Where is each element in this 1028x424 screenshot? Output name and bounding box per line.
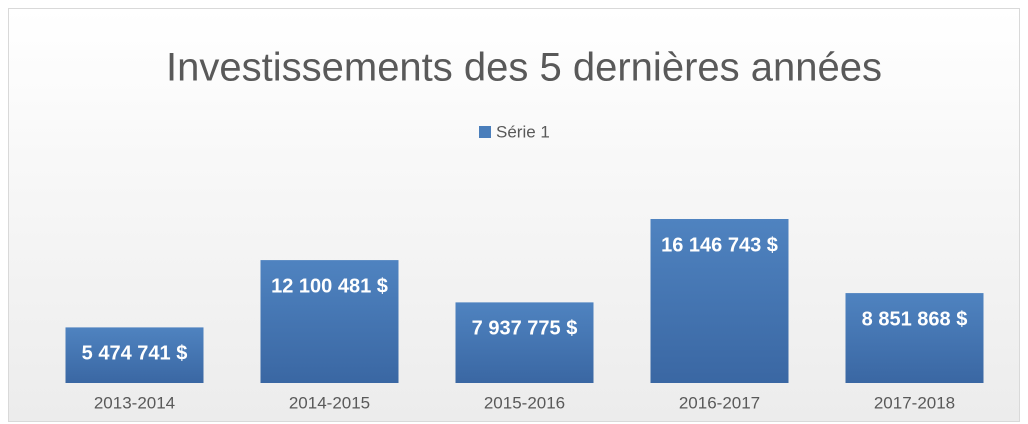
x-tick-label: 2015-2016 (484, 393, 565, 412)
bar (455, 302, 594, 383)
x-tick-label: 2014-2015 (289, 393, 370, 412)
data-label: 5 474 741 $ (82, 343, 188, 365)
data-label: 8 851 868 $ (862, 308, 968, 330)
x-tick-label: 2013-2014 (94, 393, 175, 412)
x-tick-label: 2017-2018 (874, 393, 955, 412)
data-label: 12 100 481 $ (271, 275, 388, 297)
chart-title: Investissements des 5 dernières années (166, 46, 882, 90)
data-label: 7 937 775 $ (472, 318, 578, 340)
bar (260, 260, 399, 383)
legend-label: Série 1 (496, 122, 550, 141)
bar (650, 219, 789, 383)
bar (845, 293, 984, 383)
x-tick-label: 2016-2017 (679, 393, 760, 412)
data-label: 16 146 743 $ (661, 234, 778, 256)
legend-swatch (479, 126, 491, 138)
bar (65, 327, 204, 383)
